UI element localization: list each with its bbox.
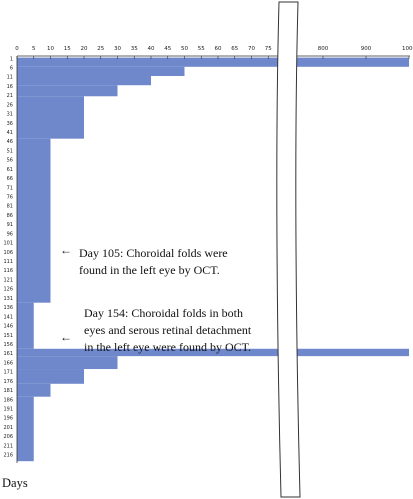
y-tick-label: 136 (3, 305, 13, 311)
x-tick-label: 900 (361, 46, 372, 52)
bar-segment (17, 369, 84, 384)
y-tick-label: 186 (3, 397, 13, 403)
x-tick-label: 20 (81, 46, 88, 52)
y-tick-label: 56 (7, 158, 13, 164)
y-tick-label: 111 (3, 259, 13, 265)
annotation-text: Day 154: Choroidal folds in both (84, 306, 243, 320)
bar-segment (17, 396, 34, 462)
y-tick-label: 86 (7, 213, 13, 219)
bar-segment (17, 85, 118, 97)
y-tick-label: 191 (3, 406, 13, 412)
bar-segment (17, 76, 151, 86)
y-tick-label: 31 (7, 112, 13, 118)
x-tick-label: 1000 (402, 46, 413, 52)
y-tick-label: 206 (3, 434, 13, 440)
x-tick-label: 50 (181, 46, 188, 52)
annotation-text: in the left eye were found by OCT. (84, 340, 251, 354)
x-tick-label: 65 (231, 46, 238, 52)
y-tick-label: 96 (7, 231, 13, 237)
x-axis-label: Days (2, 476, 28, 490)
x-tick-label: 15 (64, 46, 71, 52)
bar-segment (17, 96, 84, 139)
x-tick-label: 800 (318, 46, 329, 52)
x-tick-label: 0 (15, 46, 19, 52)
y-tick-label: 216 (3, 453, 13, 459)
x-tick-label: 10 (47, 46, 54, 52)
y-tick-label: 61 (7, 167, 13, 173)
y-tick-label: 176 (3, 379, 13, 385)
y-tick-label: 156 (3, 342, 13, 348)
y-tick-label: 181 (3, 388, 13, 394)
y-tick-label: 161 (3, 351, 13, 357)
axes-layer (16, 55, 410, 463)
y-tick-label: 126 (3, 287, 13, 293)
y-tick-label: 116 (3, 268, 13, 274)
x-tick-label: 45 (164, 46, 171, 52)
x-tick-label: 25 (97, 46, 104, 52)
bar-segment (17, 57, 409, 67)
y-tick-label: 76 (7, 195, 13, 201)
y-tick-label: 46 (7, 139, 13, 145)
y-tick-label: 81 (7, 204, 13, 210)
x-tick-label: 55 (198, 46, 205, 52)
y-tick-label: 171 (3, 370, 13, 376)
x-tick-label: 70 (248, 46, 255, 52)
x-tick-label: 35 (131, 46, 138, 52)
y-tick-label: 6 (10, 66, 13, 72)
bar-segment (17, 138, 51, 303)
y-tick-label: 106 (3, 250, 13, 256)
annotation-text: eyes and serous retinal detachment (84, 323, 252, 337)
bar-segment (17, 356, 118, 370)
y-tick-label: 1 (10, 56, 13, 62)
bar-segment (17, 302, 34, 349)
x-tick-label: 30 (114, 46, 121, 52)
annotation-arrow: ← (60, 243, 72, 257)
annotation-layer: ← Day 105: Choroidal folds were found in t… (60, 243, 252, 354)
y-tick-label: 16 (7, 84, 13, 90)
annotation-text: found in the left eye by OCT. (79, 263, 220, 277)
bar-segment (17, 383, 51, 397)
y-tick-label: 166 (3, 360, 13, 366)
y-tick-label: 201 (3, 425, 13, 431)
y-tick-label: 196 (3, 416, 13, 422)
y-tick-label: 131 (3, 296, 13, 302)
bar-segment (17, 348, 409, 357)
bar-segment (17, 66, 185, 77)
y-tick-label: 11 (7, 75, 13, 81)
y-tick-label: 26 (7, 102, 13, 108)
y-tick-label: 151 (3, 333, 13, 339)
y-tick-label: 121 (3, 277, 13, 283)
y-ticks-layer: 1611162126313641465156616671768186919610… (3, 56, 13, 458)
y-tick-label: 21 (7, 93, 13, 99)
annotation-text: Day 105: Choroidal folds were (79, 246, 228, 260)
x-ticks-layer: 0 5 10 15 20 25 30 35 40 45 50 55 60 65 70 75 800 900 1000 (15, 46, 413, 59)
annotation-arrow: ← (60, 330, 72, 344)
x-tick-label: 5 (32, 46, 36, 52)
y-tick-label: 71 (7, 185, 13, 191)
y-tick-label: 101 (3, 241, 13, 247)
y-tick-label: 36 (7, 121, 13, 127)
y-tick-label: 66 (7, 176, 13, 182)
y-tick-label: 51 (7, 148, 13, 154)
y-tick-label: 141 (3, 314, 13, 320)
bars-layer (17, 57, 409, 462)
x-tick-label: 60 (215, 46, 222, 52)
y-tick-label: 146 (3, 324, 13, 330)
y-tick-label: 91 (7, 222, 13, 228)
axis-break-band (276, 1, 301, 498)
x-tick-label: 75 (265, 46, 272, 52)
x-tick-label: 40 (148, 46, 155, 52)
y-tick-label: 211 (3, 443, 13, 449)
y-tick-label: 41 (7, 130, 13, 136)
